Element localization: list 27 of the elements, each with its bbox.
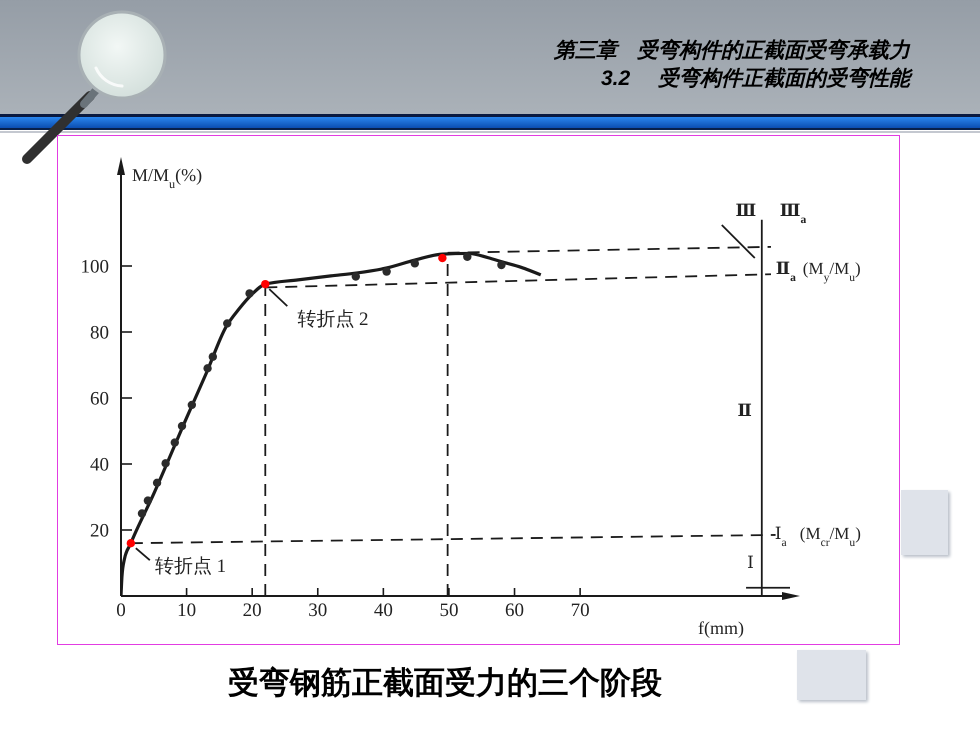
x-tick-label: 40	[374, 600, 393, 622]
annotation: Ⅰ	[747, 552, 754, 572]
annotation: Ⅲ	[735, 201, 756, 220]
annotation: Ⅰ$_{a}$	[774, 524, 787, 548]
x-tick-label: 60	[505, 600, 524, 622]
y-tick-label: 80	[90, 322, 109, 344]
x-axis-title: f(mm)	[698, 618, 744, 638]
x-tick-label: 70	[570, 600, 590, 622]
annotation: (M$_{y}$/M$_{u}$)	[802, 259, 861, 284]
annotation: 转折点 1	[154, 556, 226, 577]
chart-title: 第三章 受弯构件的正截面受弯承载力	[554, 38, 910, 64]
x-tick-label: 20	[242, 600, 262, 622]
annotation: (M$_{cr}$/M$_{u}$)	[800, 524, 861, 548]
x-tick-label: 30	[308, 600, 328, 622]
y-tick-label: 100	[80, 256, 109, 278]
y-axis-title: M/M$_{u}$(%)	[132, 165, 202, 191]
y-tick-label: 60	[90, 388, 109, 410]
annotation: Ⅱ$_{a}$	[776, 259, 796, 284]
x-tick-label: 50	[439, 600, 458, 622]
annotation: Ⅲ$_{a}$	[780, 200, 806, 226]
annotation: Ⅱ	[737, 400, 752, 420]
annotation: 转折点 2	[297, 308, 369, 330]
y-tick-label: 40	[90, 454, 109, 476]
text: 受弯钢筋正截面受力的三个阶段	[227, 664, 663, 702]
x-tick-label: 0	[116, 600, 126, 622]
y-tick-label: 20	[90, 520, 109, 542]
x-tick-label: 10	[177, 600, 196, 622]
